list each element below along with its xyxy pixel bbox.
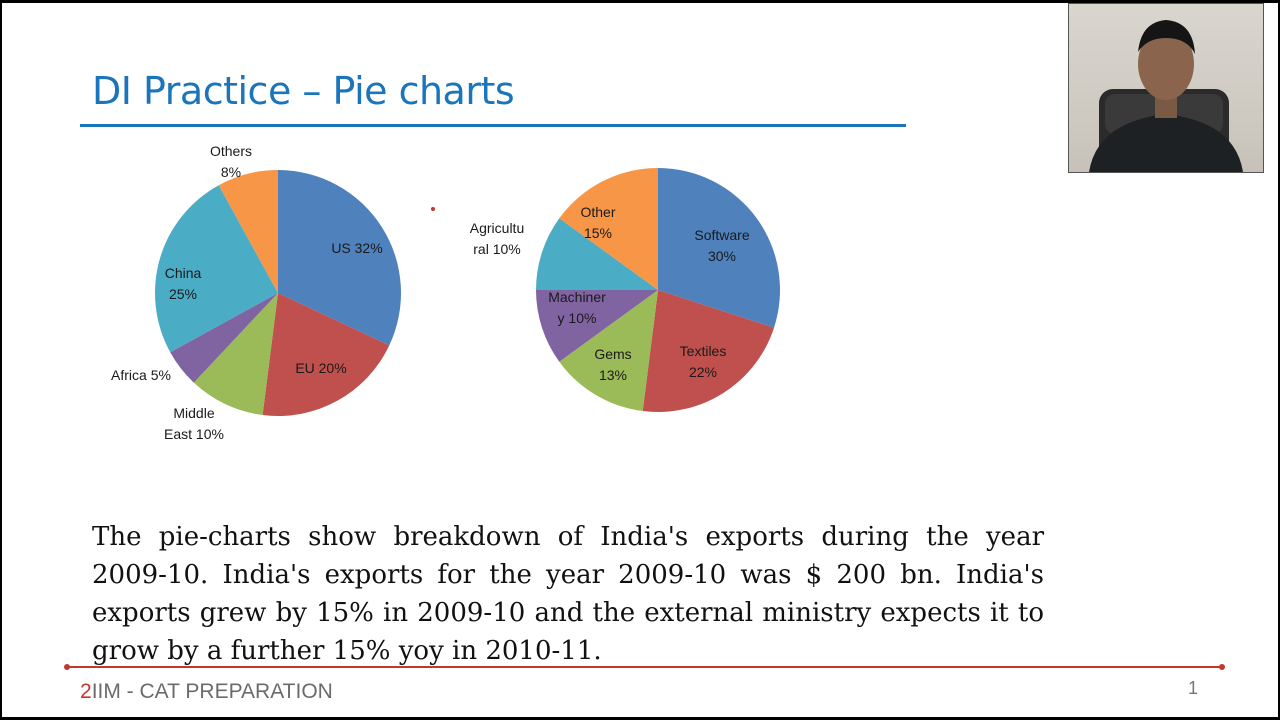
slide-title: DI Practice – Pie charts	[92, 69, 515, 113]
stray-dot	[431, 207, 435, 211]
description-paragraph: The pie-charts show breakdown of India's…	[92, 522, 1044, 666]
presenter-webcam	[1068, 3, 1264, 173]
pie-slice-others	[218, 170, 278, 293]
footer-brand: 2IIM - CAT PREPARATION	[80, 680, 333, 704]
slice-label-textiles: Textiles 22%	[680, 343, 727, 380]
slice-label-africa: Africa 5%	[111, 367, 171, 383]
pie-slice-machinery	[536, 290, 658, 362]
pie-slice-eu	[262, 293, 390, 417]
pie-slice-china	[154, 185, 278, 353]
footer-rule-left-dot	[64, 664, 70, 670]
pie-charts: US 32% EU 20% Middle East 10% Africa 5% China…	[111, 143, 780, 442]
pie-slice-middle-east	[193, 293, 278, 416]
slice-label-gems: Gems 13%	[594, 346, 631, 383]
pie-slice-textiles	[642, 290, 775, 412]
slice-label-china: China 25%	[165, 265, 202, 302]
slide: DI Practice – Pie charts US 32% EU 20% Mid…	[2, 3, 1278, 717]
pie-slice-software	[658, 168, 780, 328]
slice-label-agricultural: Agricultu ral 10%	[470, 220, 524, 257]
footer-brand-number: 2	[80, 680, 92, 703]
presenter-silhouette	[1089, 20, 1243, 172]
slice-label-software: Software 30%	[694, 227, 749, 264]
footer-rule	[67, 666, 1223, 668]
pie-chart-export-sectors: Software 30% Textiles 22% Gems 13% Machiner y 1…	[470, 168, 780, 412]
footer-brand-text: IIM - CAT PREPARATION	[91, 680, 333, 703]
pie-slice-agricultural	[536, 218, 658, 290]
slice-label-other: Other 15%	[580, 204, 615, 241]
slice-label-us: US 32%	[331, 240, 382, 256]
pie-slice-us	[278, 170, 401, 346]
pie-slice-gems	[559, 290, 658, 412]
page-number: 1	[1188, 678, 1199, 698]
slice-label-machinery: Machiner y 10%	[548, 289, 606, 326]
slice-label-middle-east: Middle East 10%	[164, 405, 224, 442]
pie-slice-africa	[170, 293, 278, 383]
slice-label-others: Others 8%	[210, 143, 252, 180]
footer-rule-right-dot	[1219, 664, 1225, 670]
title-underline	[80, 124, 906, 127]
pie-chart-export-destinations: US 32% EU 20% Middle East 10% Africa 5% China…	[111, 143, 401, 442]
slice-label-eu: EU 20%	[295, 360, 346, 376]
pie-slice-other	[559, 168, 658, 290]
